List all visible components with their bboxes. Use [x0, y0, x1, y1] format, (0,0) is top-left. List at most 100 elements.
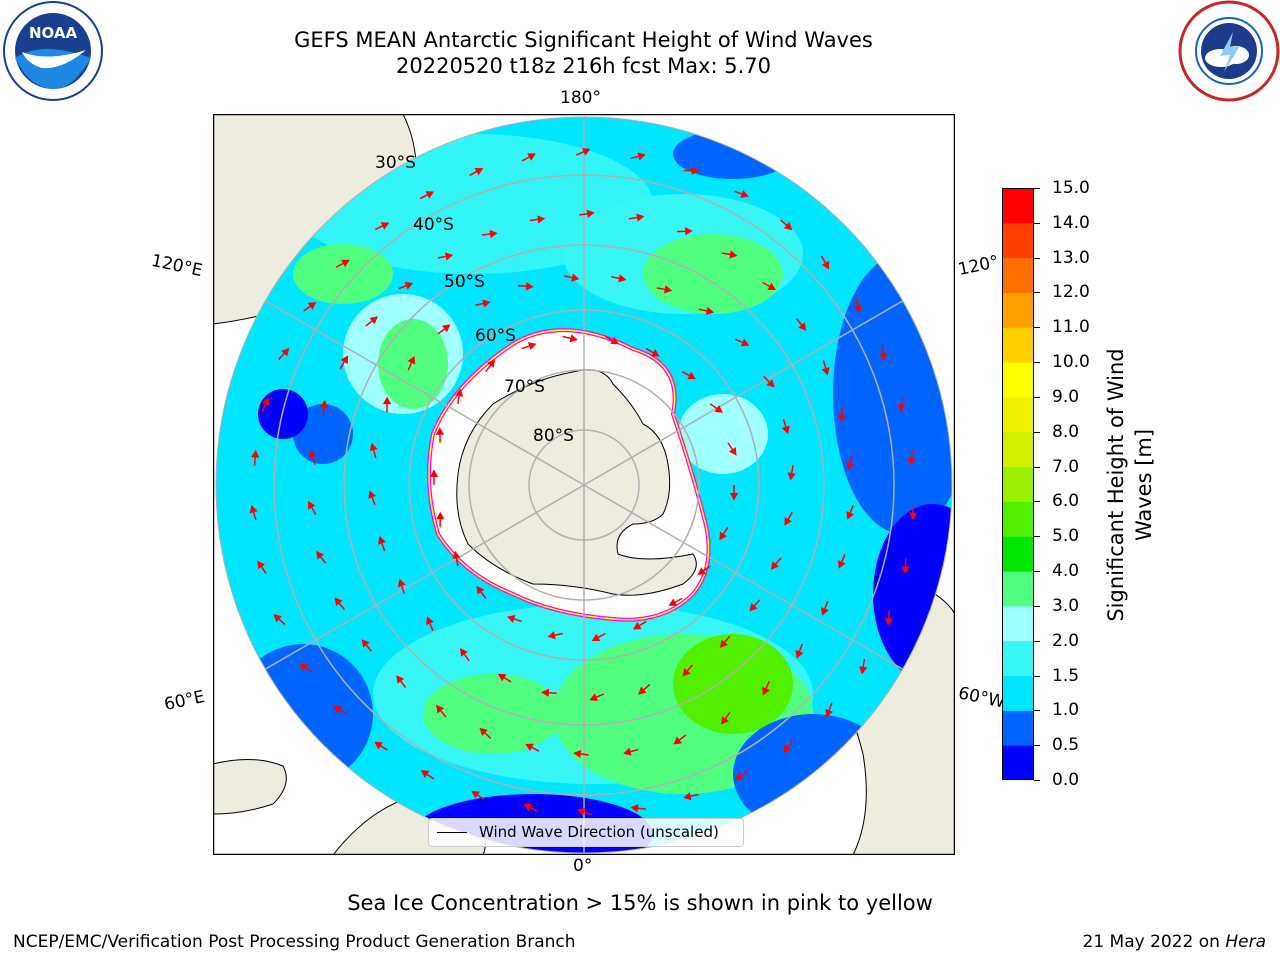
- lon-label-120e: 120°E: [149, 250, 205, 282]
- colorbar-tick-mark: [1034, 571, 1040, 573]
- wave-direction-arrowhead: [821, 367, 830, 376]
- wave-direction-arrowhead: [341, 259, 350, 268]
- colorbar-tick-mark: [1034, 257, 1040, 259]
- wave-direction-arrowhead: [638, 686, 647, 695]
- wave-direction-arrowhead: [846, 461, 855, 471]
- wave-direction-arrowhead: [783, 222, 793, 231]
- wave-direction-arrowhead: [573, 749, 582, 759]
- wave-direction-arrowhead: [697, 567, 706, 575]
- wave-direction-arrowhead: [632, 622, 642, 630]
- wave-direction-arrowhead: [397, 578, 406, 588]
- lat-label-50s: 50°S: [444, 272, 485, 292]
- colorbar-label-line2: Waves [m]: [1132, 428, 1156, 542]
- colorbar-segment: [1002, 466, 1034, 502]
- wave-direction-arrowhead: [784, 517, 792, 526]
- chart-subtitle: 20220520 t18z 216h fcst Max: 5.70: [396, 54, 771, 78]
- legend-label: Wind Wave Direction (unscaled): [479, 823, 719, 841]
- wave-direction-arrowhead: [547, 631, 556, 640]
- wave-direction-arrowhead: [664, 285, 673, 294]
- wave-direction-arrowhead: [820, 607, 829, 616]
- wave-direction-arrowhead: [479, 727, 488, 736]
- wave-direction-arrowhead: [368, 490, 377, 499]
- lon-label-0: 0°: [573, 856, 593, 876]
- colorbar-segment: [1002, 292, 1034, 328]
- wave-direction-arrowhead: [770, 561, 779, 570]
- wave-direction-arrowhead: [425, 191, 435, 199]
- colorbar-tick-label: 0.0: [1052, 770, 1080, 790]
- wave-direction-arrowhead: [591, 633, 601, 642]
- wave-direction-arrowhead: [476, 585, 485, 595]
- wave-direction-arrowhead: [380, 222, 390, 230]
- colorbar-segment: [1002, 188, 1034, 224]
- wave-direction-arrowhead: [589, 693, 599, 701]
- wave-direction-arrowhead: [441, 324, 451, 333]
- colorbar-tick-label: 7.0: [1052, 456, 1080, 477]
- wave-direction-arrowhead: [837, 414, 846, 423]
- colorbar-segment: [1002, 396, 1034, 433]
- wave-direction-arrowhead: [684, 227, 693, 236]
- colorbar-tick-mark: [1034, 466, 1040, 468]
- wave-direction-arrowhead: [369, 316, 378, 325]
- footer-credit: NCEP/EMC/Verification Post Processing Pr…: [13, 932, 576, 952]
- wave-direction-arrowhead: [455, 388, 464, 397]
- wave-direction-arrowhead: [740, 190, 749, 198]
- wave-direction-arrowhead: [577, 808, 586, 816]
- colorbar-tick-label: 2.0: [1052, 630, 1080, 651]
- map-legend: Wind Wave Direction (unscaled): [428, 818, 744, 847]
- wave-direction-arrowhead: [569, 334, 578, 343]
- colorbar-tick-label: 8.0: [1052, 421, 1080, 442]
- wave-direction-arrowhead: [734, 772, 744, 780]
- wave-direction-arrowhead: [821, 260, 830, 270]
- wave-direction-arrowhead: [705, 306, 715, 315]
- wave-direction-arrowhead: [308, 449, 317, 458]
- wave-direction-arrowhead: [435, 427, 445, 435]
- wave-direction-arrowhead: [623, 747, 632, 756]
- wave-direction-arrowhead: [361, 639, 370, 648]
- wave-direction-arrowhead: [334, 597, 343, 606]
- wave-direction-arrowhead: [897, 404, 906, 413]
- wave-direction-arrowhead: [719, 531, 727, 541]
- colorbar-label: Significant Height of Wind Waves [m]: [1102, 348, 1158, 621]
- colorbar-tick-label: 9.0: [1052, 386, 1080, 407]
- wave-direction-arrowhead: [837, 560, 846, 569]
- wave-direction-arrowhead: [762, 686, 770, 696]
- wave-direction-arrowhead: [506, 615, 516, 623]
- colorbar-tick-label: 3.0: [1052, 595, 1080, 616]
- wave-direction-arrowhead: [281, 347, 290, 357]
- colorbar-segment: [1002, 362, 1034, 398]
- wave-direction-arrowhead: [651, 349, 660, 357]
- colorbar-tick-mark: [1034, 222, 1040, 224]
- footer-date-text: 21 May 2022 on: [1082, 932, 1226, 952]
- lat-label-30s: 30°S: [375, 153, 416, 173]
- colorbar-tick-label: 1.5: [1052, 665, 1080, 686]
- colorbar-tick-label: 10.0: [1052, 352, 1090, 373]
- wave-direction-arrowhead: [452, 550, 461, 559]
- wave-direction-arrowhead: [618, 274, 627, 283]
- colorbar-segment: [1002, 571, 1034, 607]
- wave-direction-arrowhead: [404, 281, 414, 290]
- wave-direction-arrowhead: [382, 396, 392, 405]
- wave-direction-arrowhead: [879, 353, 888, 361]
- wave-direction-arrowhead: [908, 512, 918, 521]
- chart-title: GEFS MEAN Antarctic Significant Height o…: [294, 28, 873, 52]
- colorbar-tick-mark: [1034, 536, 1040, 538]
- wave-direction-arrowhead: [445, 252, 454, 261]
- wave-direction-arrowhead: [319, 400, 329, 409]
- footer-host: Hera: [1225, 932, 1266, 952]
- wave-direction-arrowhead: [721, 716, 729, 725]
- wave-direction-arrowhead: [308, 500, 316, 510]
- wave-direction-arrowhead: [523, 803, 533, 812]
- wave-direction-arrowhead: [781, 425, 790, 435]
- wave-direction-arrowhead: [460, 648, 468, 657]
- colorbar-tick-label: 12.0: [1052, 282, 1090, 303]
- wave-direction-arrowhead: [714, 405, 724, 413]
- wave-direction-arrowhead: [795, 650, 804, 659]
- colorbar-segment: [1002, 222, 1034, 259]
- lon-label-120w: 120°: [956, 251, 1001, 281]
- wave-direction-arrowhead: [586, 209, 595, 218]
- colorbar-tick-mark: [1034, 501, 1040, 503]
- legend-line-swatch: [437, 832, 467, 833]
- wave-direction-arrowhead: [783, 744, 792, 753]
- wave-direction-arrowhead: [489, 229, 498, 239]
- colorbar-tick-mark: [1034, 396, 1040, 398]
